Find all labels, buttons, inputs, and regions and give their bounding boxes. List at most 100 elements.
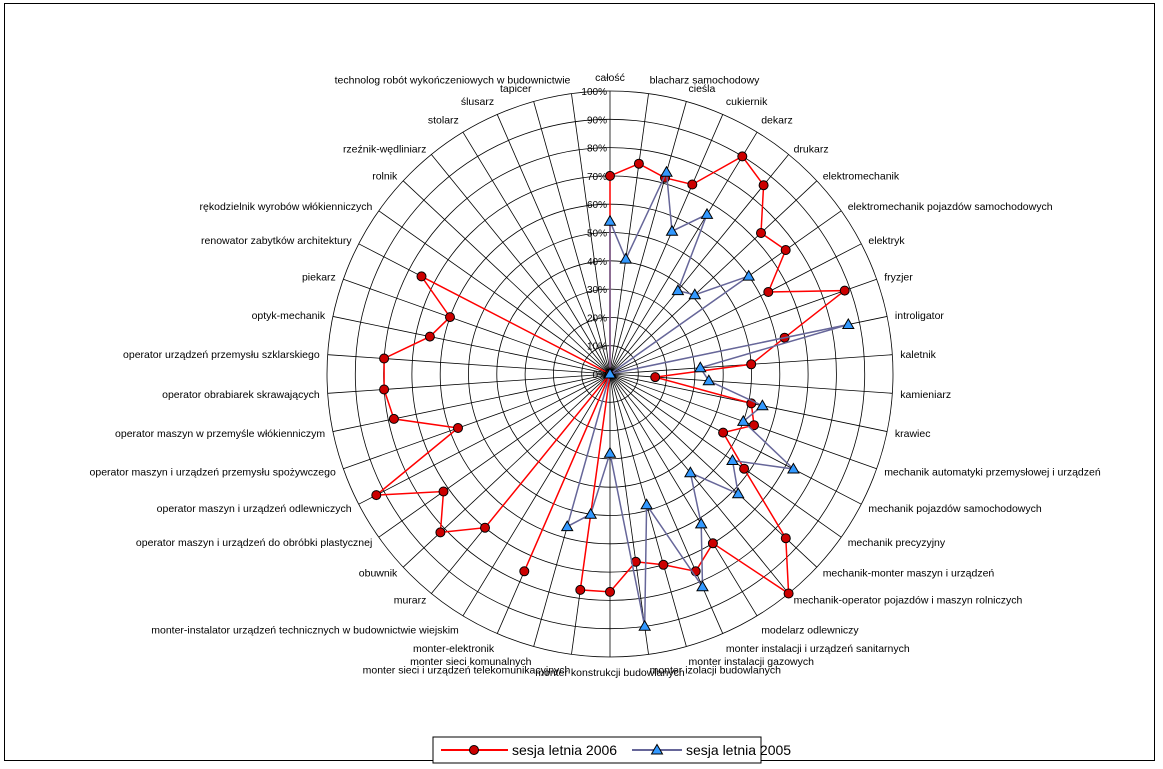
category-label: drukarz [794,143,829,155]
series-point [584,507,598,519]
series-point [445,312,455,323]
grid-spoke [343,373,611,470]
category-label: mechanik pojazdów samochodowych [868,503,1042,515]
category-label: mechanik-monter maszyn i urządzeń [823,568,995,580]
category-label: operator urządzeń przemysłu szklarskiego [123,349,320,361]
tick-label: 100% [581,87,607,98]
series-point [756,228,766,238]
grid-spoke [327,373,611,394]
tick-label: 40% [587,257,607,268]
category-label: krawiec [895,428,931,440]
grid-spoke [609,114,724,375]
grid-spoke [609,373,789,594]
series-point [736,414,750,426]
grid-spoke [609,278,877,375]
legend-swatch-2006-marker [469,745,479,755]
category-label: stolarz [428,114,459,126]
category-label: operator obrabiarek skrawających [162,389,320,401]
series-point [438,486,449,497]
chart-frame [4,3,1155,761]
series-point [763,287,774,297]
series-point [742,269,756,281]
series-point [660,165,673,177]
category-label: monter konstrukcji budowlanych [535,667,685,679]
category-label: operator maszyn i urządzeń odlewniczych [157,503,352,515]
grid-spoke [332,373,611,432]
series-point [687,179,698,190]
series-point [696,580,709,592]
series-point [731,487,745,499]
series-point [640,498,653,510]
grid-spoke [327,354,611,375]
series-point [519,566,530,577]
category-label: monter instalacji gazowych [689,656,815,668]
category-label: tapicer [500,83,532,95]
series-point [702,374,716,386]
series-point [605,170,615,181]
tick-label: 10% [587,342,607,353]
grid-spoke [431,154,611,375]
grid-spoke [462,131,611,375]
series-point [756,399,769,411]
grid-spoke [609,93,649,375]
series-point [424,331,435,342]
category-label: blacharz samochodowy [650,75,760,87]
grid-spoke [378,210,611,375]
series-point [638,619,652,631]
grid-spoke [609,373,649,655]
category-label: monter instalacji i urządzeń sanitarnych [726,643,910,655]
grid-spoke [571,93,611,375]
series-point [379,353,390,364]
grid-spoke [609,373,687,647]
category-label: cieśla [689,83,716,95]
category-label: elektromechanik [823,170,900,182]
category-label: monter izolacji budowlanych [650,664,781,676]
category-label: cukiernik [726,96,768,108]
series-point [633,158,644,169]
category-label: obuwnik [359,568,398,580]
grid-spoke [332,316,611,375]
series-point [658,559,669,570]
series-point [480,522,490,533]
grid-spoke [609,154,789,375]
grid-spoke [378,373,611,538]
category-label: rękodzielnik wyrobów włókienniczych [200,201,373,213]
category-label: monter sieci i urządzeń telekomunikacyjn… [363,664,571,676]
grid-spoke [609,101,687,375]
category-label: operator maszyn i urządzeń przemysłu spo… [90,466,336,478]
series-point [718,427,729,438]
grid-spoke [343,278,611,375]
category-label: kamieniarz [900,389,951,401]
series-point [416,271,427,282]
series-point [693,361,707,373]
grid-spoke [609,180,818,375]
radial-tick-labels: 0% 10% 20% 30% 40% 50% 60% 70% 80% 90% 100% [581,87,607,381]
category-label: operator maszyn i urządzeń do obróbki pl… [136,537,372,549]
legend: sesja letnia 2006 sesja letnia 2005 [432,736,791,764]
category-label: rolnik [372,170,398,182]
series-point [619,252,633,264]
category-label: rzeźnik-wędliniarz [343,143,426,155]
category-label: operator maszyn w przemyśle włókienniczy… [115,428,325,440]
series-point [453,423,463,433]
series-point [379,384,390,395]
category-label: kaletnik [900,349,936,361]
series-point [603,214,617,226]
category-label: piekarz [302,272,336,284]
series-point [707,538,718,549]
series-point [737,151,748,162]
category-label: ślusarz [461,96,494,108]
tick-label: 20% [587,313,607,324]
grid-spoke [609,243,862,375]
category-label: monter-instalator urządzeń technicznych … [151,625,459,637]
category-label: mechanik precyzyjny [848,537,946,549]
series-point [739,463,750,474]
grid-spoke [402,373,611,568]
category-label: renowator zabytków architektury [201,235,352,247]
category-label: introligator [895,310,945,322]
category-label: mechanik-operator pojazdów i maszyn roln… [794,595,1023,607]
category-label: technolog robót wykończeniowych w budown… [335,75,571,87]
category-label: optyk-mechanik [252,310,326,322]
series-point [694,517,708,529]
tick-label: 90% [587,115,607,126]
